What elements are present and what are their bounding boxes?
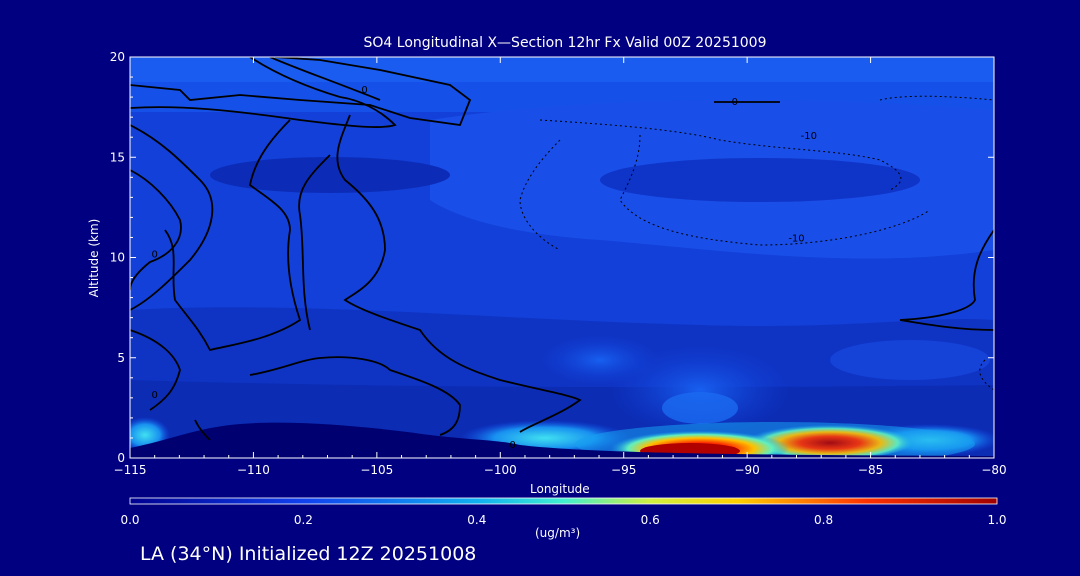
colorbar-tick-label: 0.2 bbox=[294, 513, 313, 527]
colorbar-tick-label: 0.4 bbox=[467, 513, 486, 527]
x-axis-label: Longitude bbox=[530, 482, 590, 496]
colorbar-tick-label: 1.0 bbox=[987, 513, 1006, 527]
colorbar-tick-label: 0.6 bbox=[641, 513, 660, 527]
initialization-caption: LA (34°N) Initialized 12Z 20251008 bbox=[140, 543, 477, 565]
contour-label: -10 bbox=[788, 233, 804, 244]
contour-label: 0 bbox=[151, 249, 157, 260]
y-axis-label: Altitude (km) bbox=[87, 218, 101, 298]
contour-field bbox=[130, 57, 994, 458]
x-tick-label: −110 bbox=[237, 463, 270, 477]
colorbar-units: (ug/m³) bbox=[535, 526, 581, 540]
x-tick-label: −105 bbox=[360, 463, 393, 477]
colorbar-tick-label: 0.8 bbox=[814, 513, 833, 527]
x-tick-label: −115 bbox=[114, 463, 147, 477]
chart-title: SO4 Longitudinal X—Section 12hr Fx Valid… bbox=[363, 35, 767, 51]
y-axis-ticks: 0 5 10 15 20 bbox=[110, 50, 994, 465]
contour-labels: 0 0 -10 -10 0 0 0 bbox=[151, 85, 817, 451]
contour-label: 0 bbox=[732, 97, 738, 108]
x-tick-label: −90 bbox=[734, 463, 759, 477]
dashed-contours bbox=[519, 95, 994, 391]
colorbar-ticks: 0.0 0.2 0.4 0.6 0.8 1.0 bbox=[120, 513, 1006, 527]
x-tick-label: −80 bbox=[981, 463, 1006, 477]
contour-lines bbox=[130, 57, 994, 441]
x-axis-ticks: −115 −110 −105 −100 −95 −90 −85 −80 bbox=[114, 57, 1007, 477]
contour-label: 0 bbox=[151, 390, 157, 401]
y-tick-label: 15 bbox=[110, 150, 125, 164]
y-tick-label: 20 bbox=[110, 50, 125, 64]
contour-label: -10 bbox=[801, 131, 817, 142]
x-tick-label: −85 bbox=[858, 463, 883, 477]
y-tick-label: 0 bbox=[117, 451, 125, 465]
contour-label: 0 bbox=[509, 440, 515, 451]
x-tick-label: −95 bbox=[611, 463, 636, 477]
contour-label: 0 bbox=[361, 85, 367, 96]
y-tick-label: 5 bbox=[117, 351, 125, 365]
y-tick-label: 10 bbox=[110, 251, 125, 265]
x-tick-label: −100 bbox=[484, 463, 517, 477]
colorbar bbox=[129, 497, 998, 505]
colorbar-tick-label: 0.0 bbox=[120, 513, 139, 527]
